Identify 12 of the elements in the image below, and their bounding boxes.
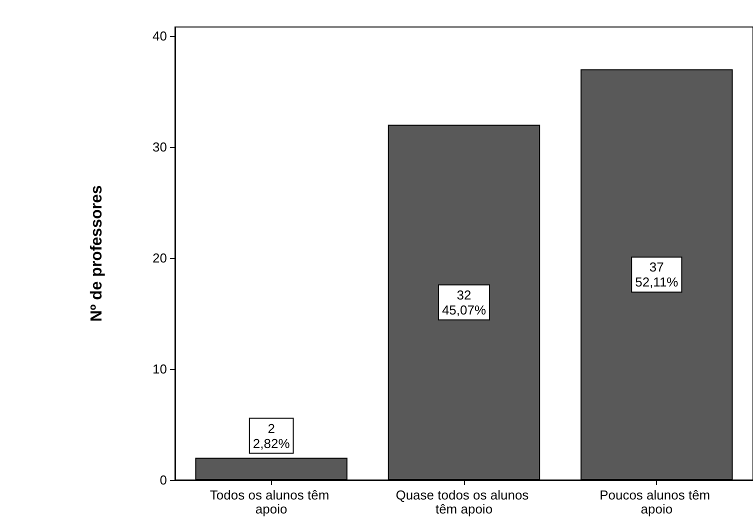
- x-tick-label: Poucos alunos têm apoio: [600, 488, 714, 516]
- data-label: 37 52,11%: [635, 260, 679, 290]
- y-tick-label: 20: [152, 250, 167, 266]
- y-tick-label: 0: [160, 472, 167, 488]
- y-tick-label: 30: [152, 139, 167, 154]
- y-axis-title: Nº de professores: [88, 185, 106, 322]
- y-tick-label: 10: [152, 361, 167, 376]
- data-label: 32 45,07%: [442, 287, 486, 318]
- data-label: 2 2,82%: [252, 420, 290, 451]
- x-tick-label: Todos os alunos têm apoio: [210, 488, 333, 516]
- y-tick-label: 40: [152, 28, 167, 44]
- x-tick-label: Quase todos os alunos têm apoio: [396, 488, 532, 516]
